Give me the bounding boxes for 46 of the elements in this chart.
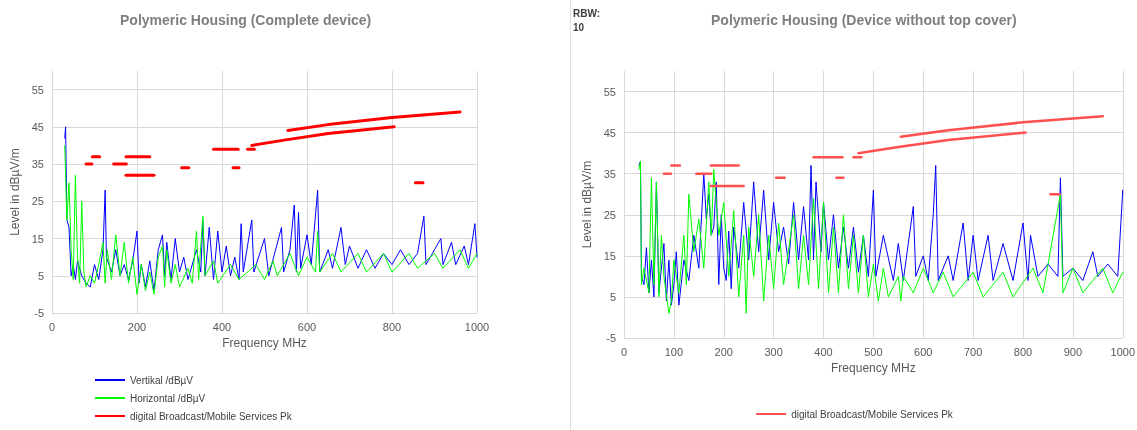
y-tick-label: 55 xyxy=(31,83,44,96)
x-tick-label: 100 xyxy=(664,345,684,358)
chart-title: Polymeric Housing (Complete device) xyxy=(120,12,372,28)
x-tick-label: 300 xyxy=(764,345,783,358)
x-tick-label: 400 xyxy=(212,320,232,333)
x-tick-label: 200 xyxy=(714,345,733,358)
text: RBW: 10 xyxy=(573,7,603,33)
x-tick-label: 400 xyxy=(814,345,833,358)
y-tick-label: 55 xyxy=(603,85,616,98)
y-axis-title: Level in dBµV/m xyxy=(579,160,594,249)
x-tick-label: 200 xyxy=(127,320,147,333)
x-tick-label: 800 xyxy=(382,320,402,333)
y-tick-label: -5 xyxy=(34,307,44,319)
x-tick-label: 500 xyxy=(864,345,883,358)
y-tick-label: 45 xyxy=(31,120,44,133)
line-series xyxy=(250,125,396,147)
legend-label: digital Broadcast/Mobile Services Pk xyxy=(791,408,954,420)
x-tick-label: 0 xyxy=(620,345,628,358)
chart-title: Polymeric Housing (Device without top cover) xyxy=(711,12,1017,28)
x-tick-label: 700 xyxy=(963,345,983,358)
line-series xyxy=(899,114,1105,138)
x-tick-label: 900 xyxy=(1063,345,1083,358)
y-tick-label: 25 xyxy=(31,195,44,208)
y-tick-label: 5 xyxy=(609,290,616,303)
y-tick-label: 5 xyxy=(37,269,44,282)
x-axis-title: Frequency MHz xyxy=(222,335,307,350)
legend-label: Vertikal /dBµV xyxy=(130,374,194,386)
line-series xyxy=(286,110,462,133)
y-tick-label: 15 xyxy=(31,232,44,245)
legend-label: Horizontal /dBµV xyxy=(130,392,206,404)
legend-label: digital Broadcast/Mobile Services Pk xyxy=(130,410,293,422)
x-tick-label: 600 xyxy=(914,345,933,358)
y-tick-label: 45 xyxy=(603,126,616,139)
x-tick-label: 0 xyxy=(48,320,56,333)
x-tick-label: 600 xyxy=(297,320,317,333)
y-tick-label: 35 xyxy=(31,158,44,171)
y-tick-label: 35 xyxy=(603,167,616,180)
x-axis-title: Frequency MHz xyxy=(831,360,916,375)
y-tick-label: 15 xyxy=(603,249,616,262)
x-tick-label: 800 xyxy=(1013,345,1033,358)
y-tick-label: 25 xyxy=(603,208,616,221)
y-axis-title: Level in dBµV/m xyxy=(7,148,22,236)
x-tick-label: 1000 xyxy=(464,320,490,333)
line-series xyxy=(857,131,1027,155)
x-tick-label: 1000 xyxy=(1110,345,1136,358)
y-tick-label: -5 xyxy=(606,332,616,344)
